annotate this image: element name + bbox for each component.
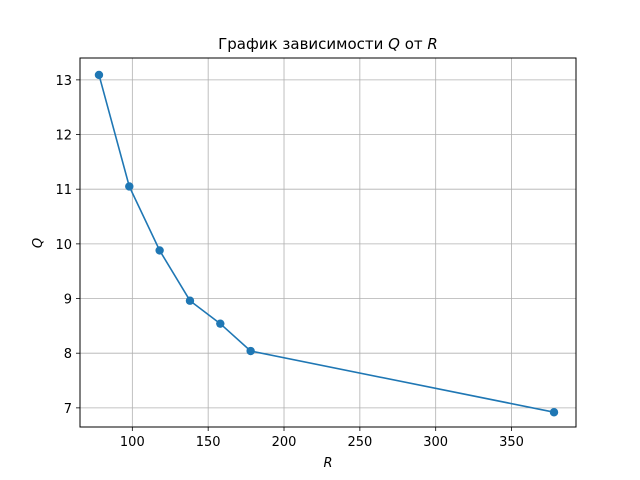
chart-title: График зависимости Q от R [218, 35, 438, 53]
y-tick-label: 12 [55, 129, 72, 144]
x-tick-label: 200 [272, 435, 297, 450]
x-tick-label: 250 [347, 435, 372, 450]
y-tick-label: 8 [64, 347, 72, 362]
chart-title-var-r: R [427, 35, 437, 53]
x-tick-label: 350 [499, 435, 524, 450]
grid [80, 58, 576, 427]
data-point [155, 246, 164, 255]
data-point [125, 182, 134, 191]
data-point [246, 346, 255, 356]
y-axis-label: Q [31, 238, 46, 248]
y-tick-label: 7 [64, 402, 72, 417]
data-point [185, 296, 195, 305]
data-point [94, 70, 104, 80]
chart-title-prefix: График зависимости [218, 35, 388, 53]
series [94, 70, 559, 417]
y-tick-label: 11 [55, 183, 72, 198]
y-tick-label: 13 [55, 74, 72, 89]
ticks: 100 150 200 250 300 350 7 8 9 10 11 12 13 [55, 74, 523, 450]
x-tick-label: 150 [196, 435, 221, 450]
data-point [549, 408, 559, 417]
x-tick-label: 300 [423, 435, 448, 450]
plot-frame [79, 57, 577, 428]
chart-title-mid: от [400, 35, 427, 53]
y-tick-label: 9 [64, 293, 72, 308]
x-axis-label: R [323, 456, 332, 471]
chart-title-var-q: Q [388, 35, 400, 53]
y-tick-label: 10 [55, 238, 72, 253]
data-point [216, 319, 225, 328]
x-tick-label: 100 [120, 435, 145, 450]
